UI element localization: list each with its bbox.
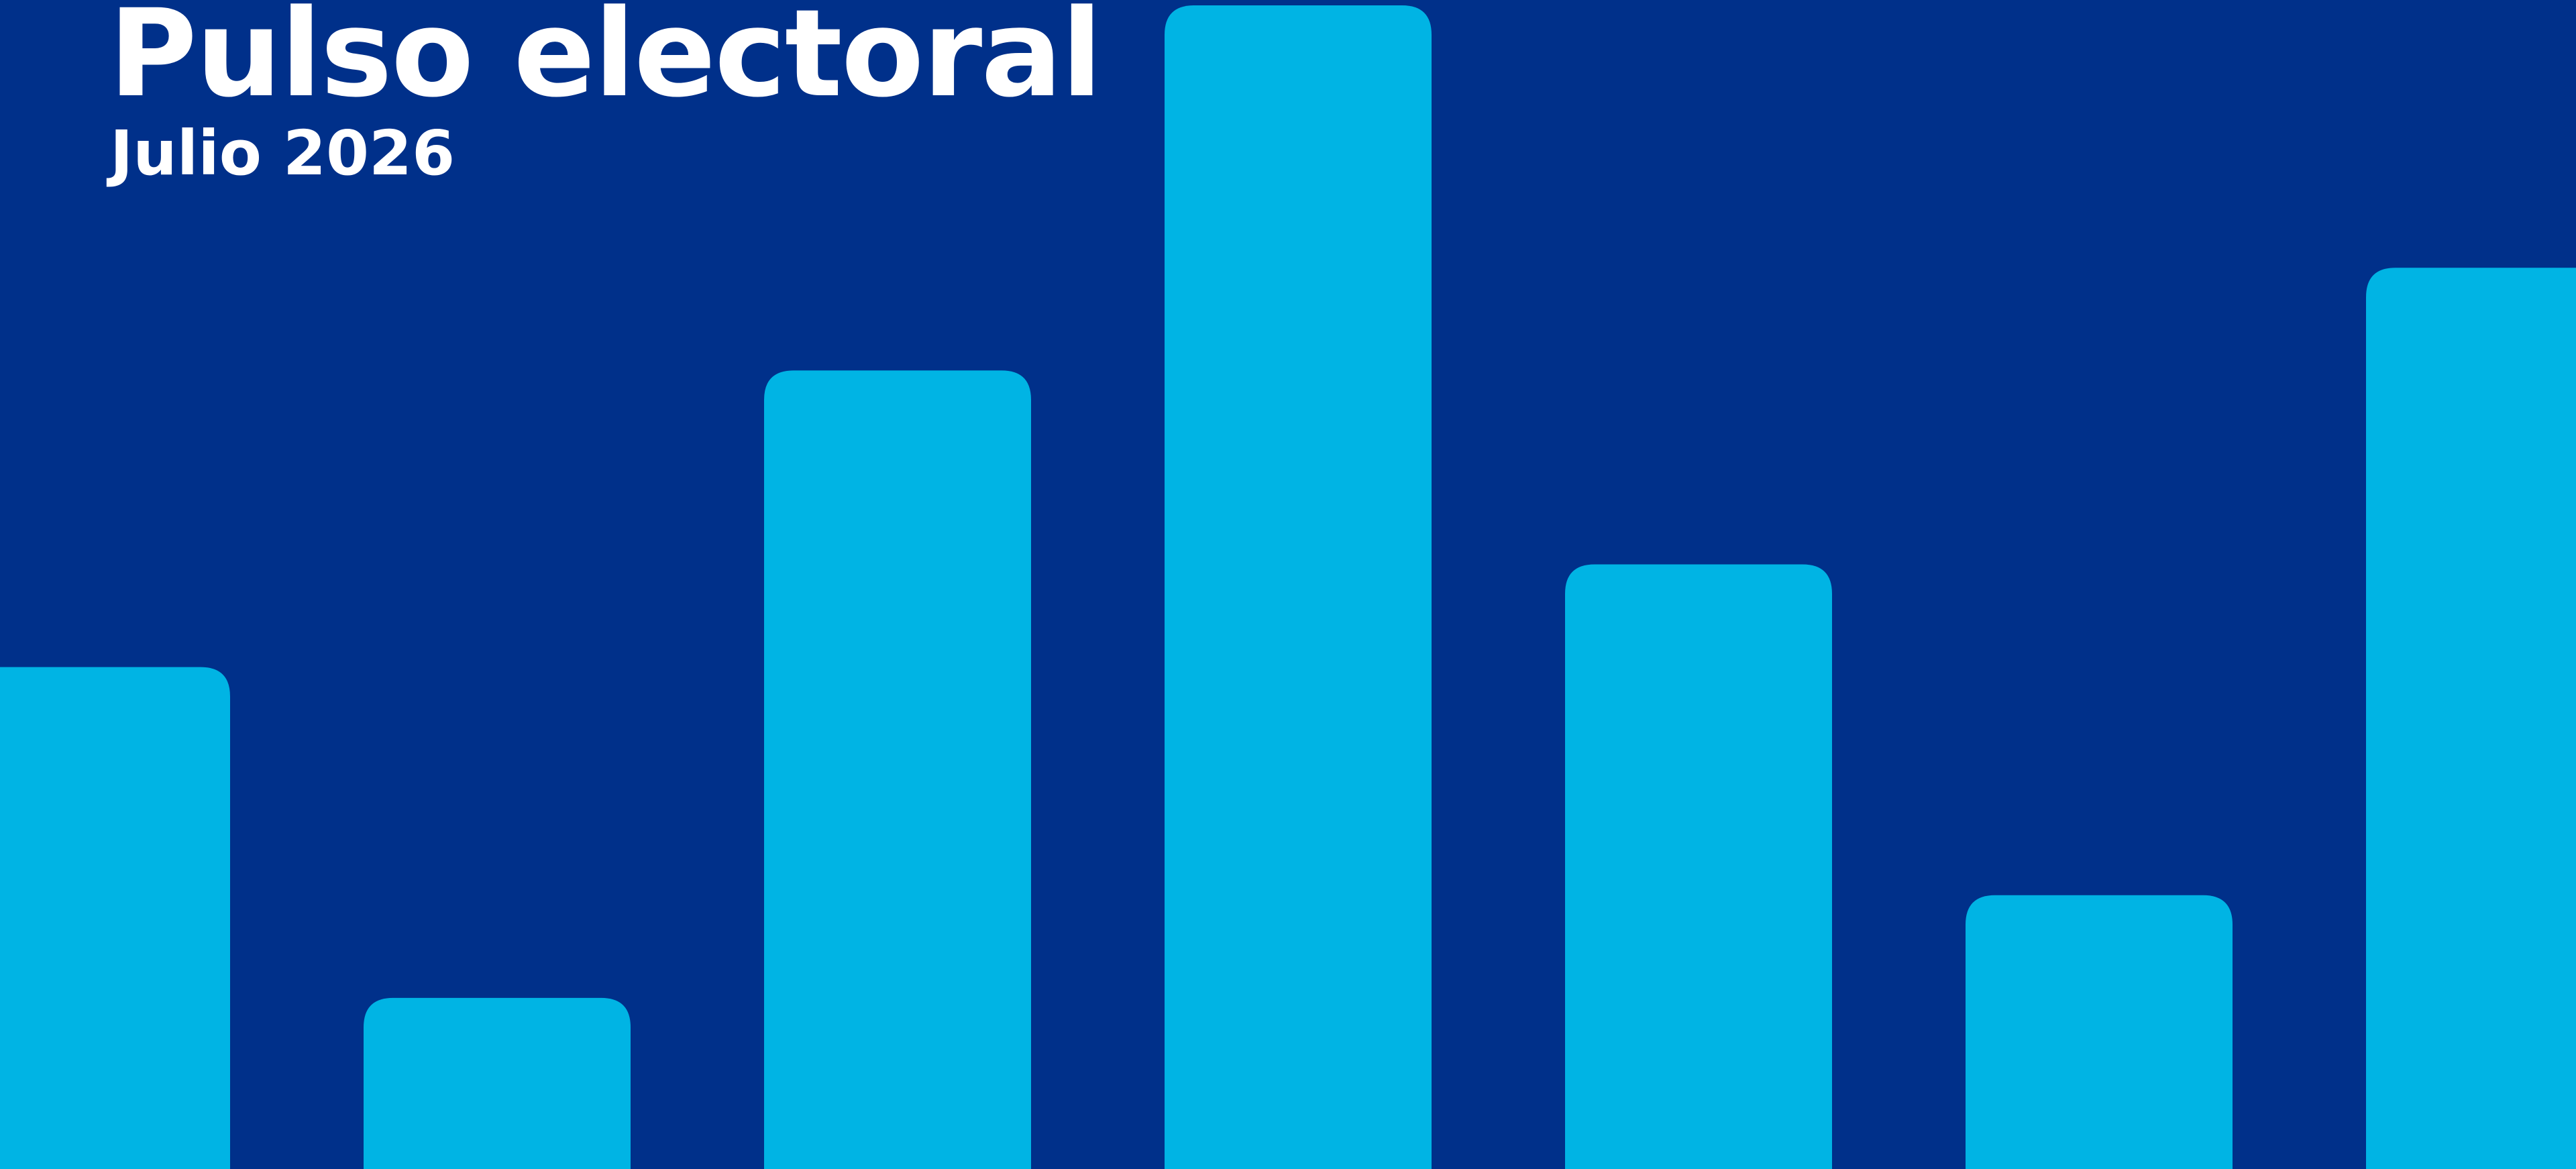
bar-3 — [764, 370, 1031, 1169]
bar-6 — [1966, 895, 2233, 1169]
chart-subtitle: Julio 2026 — [110, 117, 455, 189]
bar-1 — [0, 667, 230, 1169]
bar-7 — [2366, 268, 2576, 1169]
bar-4 — [1165, 5, 1432, 1169]
chart-title: Pulso electoral — [109, 0, 1102, 124]
bar-2 — [364, 997, 631, 1169]
bar-5 — [1565, 564, 1832, 1169]
